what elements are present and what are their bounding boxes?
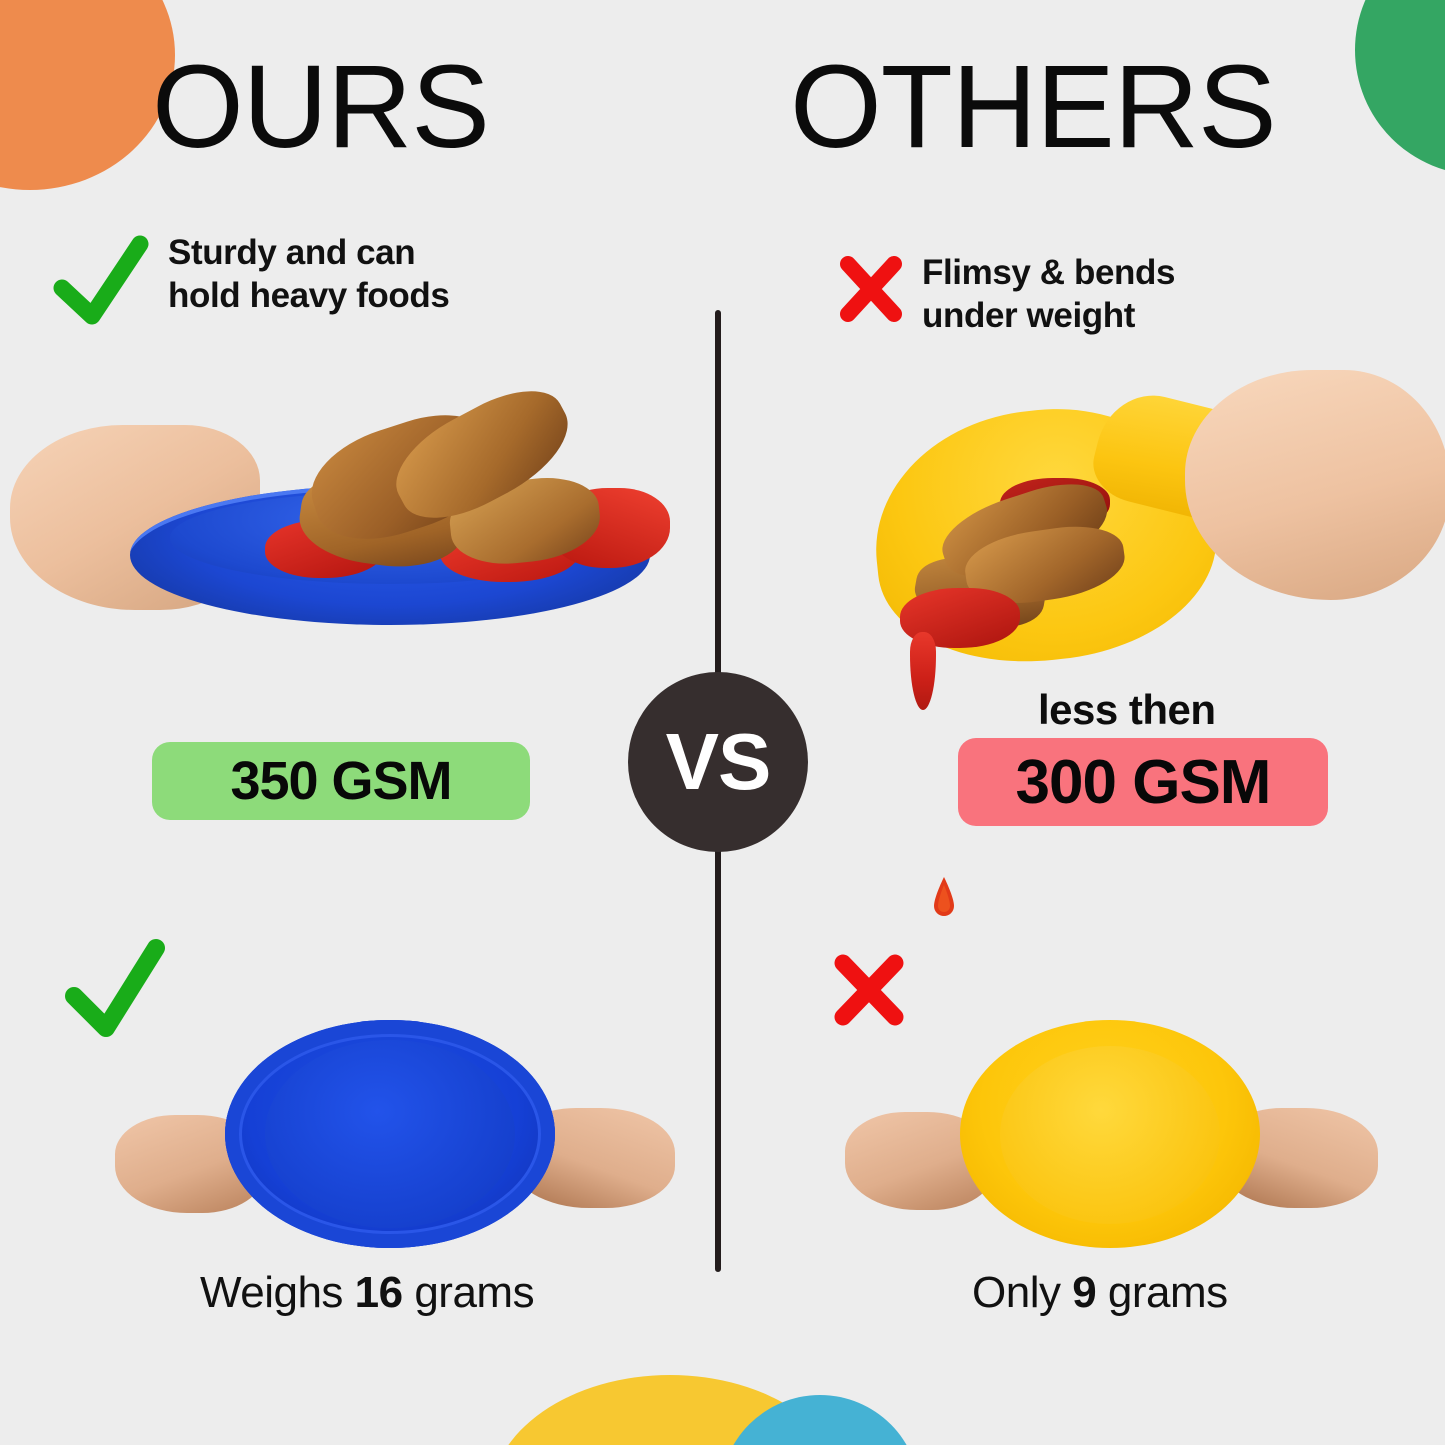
bullet-ours-line2: hold heavy foods: [168, 275, 450, 315]
less-then-label: less then: [1038, 686, 1216, 733]
bullet-ours: Sturdy and can hold heavy foods: [48, 232, 450, 332]
photo-others-food: [855, 370, 1445, 710]
bullet-ours-text: Sturdy and can hold heavy foods: [168, 232, 450, 317]
blue-plate-flat-inner: [265, 1040, 515, 1228]
ketchup-drip-drop-icon: [931, 875, 957, 926]
gsm-badge-others: 300 GSM: [958, 738, 1328, 826]
photo-others-plate: [820, 1020, 1380, 1250]
bullet-others-text: Flimsy & bends under weight: [922, 252, 1175, 337]
x-mark-icon-bottom: [830, 950, 908, 1035]
photo-ours-plate: [60, 1020, 680, 1250]
check-mark-icon: [48, 232, 152, 332]
caption-ours-pre: Weighs: [200, 1268, 355, 1317]
bullet-others: Flimsy & bends under weight: [836, 252, 1175, 337]
gsm-badge-ours: 350 GSM: [152, 742, 530, 820]
caption-others-number: 9: [1072, 1268, 1097, 1317]
check-mark-icon-bottom: [60, 938, 170, 1051]
bullet-others-line1: Flimsy & bends: [922, 253, 1176, 292]
caption-ours-post: grams: [402, 1268, 535, 1317]
ketchup-spill-drip: [910, 632, 936, 710]
caption-ours-number: 16: [354, 1268, 403, 1317]
bullet-ours-line1: Sturdy and can: [168, 233, 416, 272]
hand-holding-plate: [1185, 370, 1445, 600]
caption-others-post: grams: [1096, 1268, 1228, 1317]
caption-others: Only 9 grams: [972, 1268, 1228, 1318]
bullet-others-line2: under weight: [922, 295, 1135, 335]
photo-ours-food: [10, 371, 690, 680]
yellow-plate-flat-inner: [1000, 1046, 1220, 1224]
green-circle-decoration: [1355, 0, 1445, 175]
heading-others: OTHERS: [790, 41, 1277, 173]
caption-ours: Weighs 16 grams: [200, 1268, 535, 1318]
caption-others-pre: Only: [972, 1268, 1073, 1317]
orange-circle-decoration: [0, 0, 175, 190]
vs-badge: VS: [628, 672, 808, 852]
heading-ours: OURS: [152, 41, 490, 173]
x-mark-icon: [836, 252, 906, 326]
